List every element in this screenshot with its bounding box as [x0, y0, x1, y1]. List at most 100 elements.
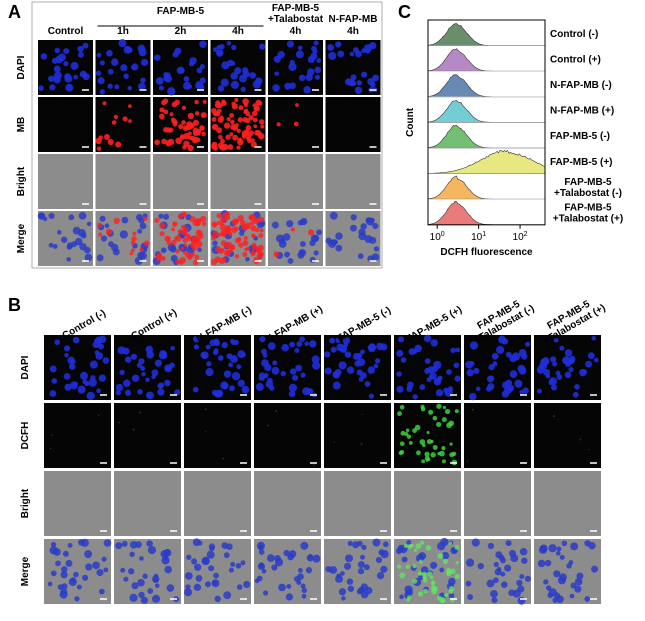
cell	[491, 597, 498, 604]
micrograph	[324, 471, 391, 536]
cell	[157, 388, 165, 396]
cell	[234, 67, 242, 75]
cell	[300, 372, 306, 378]
cell	[96, 222, 103, 228]
cell	[327, 44, 335, 52]
row-label: Merge	[16, 223, 27, 253]
cell	[224, 211, 231, 218]
cell	[223, 249, 231, 257]
cell	[380, 565, 388, 573]
cell	[140, 58, 149, 67]
cell	[281, 343, 290, 352]
cell	[501, 581, 508, 588]
cell	[98, 588, 105, 595]
cell	[138, 48, 147, 57]
cell	[312, 554, 321, 563]
cell	[175, 137, 183, 145]
cell	[543, 579, 549, 585]
cell	[501, 390, 509, 398]
cell	[354, 360, 361, 367]
cell	[443, 592, 448, 598]
cell	[289, 59, 295, 65]
cell	[70, 61, 79, 70]
cell	[151, 374, 156, 380]
cell	[274, 71, 279, 76]
cell	[421, 459, 426, 464]
cell	[140, 77, 146, 84]
cell	[86, 221, 92, 227]
cell	[336, 573, 341, 578]
cell	[572, 391, 579, 398]
cell	[197, 247, 202, 253]
cell	[455, 560, 459, 565]
cell	[107, 68, 114, 75]
cell	[115, 542, 123, 550]
cell	[475, 386, 481, 392]
cell	[305, 73, 313, 82]
cell	[253, 219, 258, 224]
cell	[271, 221, 279, 229]
cell	[335, 232, 343, 240]
cell	[85, 563, 93, 571]
cell	[201, 221, 207, 227]
cell	[429, 575, 434, 580]
cell	[588, 542, 596, 550]
cell	[220, 138, 225, 144]
cell	[465, 580, 472, 587]
cell	[399, 404, 405, 410]
cell	[305, 567, 313, 574]
cell	[566, 563, 572, 569]
cell	[192, 386, 199, 393]
cell	[90, 375, 96, 381]
cell	[289, 368, 297, 375]
cell	[412, 394, 418, 400]
cell	[122, 116, 128, 122]
cell	[415, 450, 421, 456]
x-tick-label: 102	[513, 231, 528, 243]
cell	[591, 335, 597, 341]
cell	[442, 558, 449, 565]
cell	[399, 450, 405, 455]
cell	[243, 580, 251, 588]
cell	[361, 544, 367, 551]
cell	[184, 588, 193, 597]
cell	[267, 377, 273, 384]
cell	[248, 214, 255, 220]
cell	[235, 563, 242, 569]
cell	[63, 61, 69, 67]
cell	[285, 593, 294, 601]
cell	[229, 385, 235, 392]
cell	[200, 351, 207, 358]
cell	[293, 576, 300, 582]
cell	[217, 355, 224, 361]
cell	[357, 568, 365, 575]
cell	[286, 40, 295, 48]
cell	[400, 357, 407, 363]
cell	[63, 373, 71, 380]
cell	[242, 240, 249, 247]
cell	[435, 389, 444, 397]
cell	[448, 593, 455, 599]
cell	[419, 439, 426, 445]
cell	[587, 352, 595, 360]
cell	[250, 251, 256, 257]
cell	[38, 212, 46, 220]
cell	[418, 559, 423, 564]
cell	[307, 56, 315, 64]
column-header: 1h	[117, 26, 129, 37]
cell	[69, 363, 76, 370]
cell	[314, 66, 322, 74]
cell	[166, 240, 172, 246]
cell	[200, 112, 207, 119]
cell	[222, 457, 225, 460]
cell	[211, 235, 216, 241]
cell	[139, 247, 144, 252]
cell	[158, 213, 164, 219]
cell	[553, 337, 559, 343]
cell	[570, 582, 577, 589]
cell	[189, 57, 197, 65]
cell	[67, 356, 75, 365]
cell	[211, 116, 217, 122]
cell	[48, 75, 55, 83]
tick-exponent: 2	[524, 231, 528, 238]
